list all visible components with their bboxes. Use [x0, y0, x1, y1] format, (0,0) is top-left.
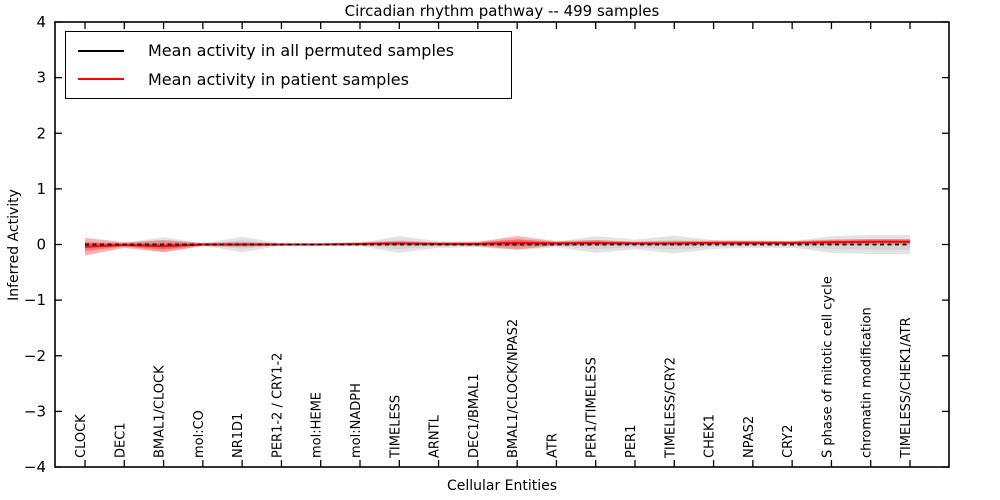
- legend: Mean activity in all permuted samples Me…: [65, 31, 512, 99]
- legend-line-permuted-icon: [78, 49, 124, 52]
- x-tick-label: PER1: [624, 425, 639, 458]
- legend-label-patient: Mean activity in patient samples: [148, 69, 409, 89]
- x-tick-label: PER1-2 / CRY1-2: [270, 353, 285, 458]
- y-tick-label: 0: [36, 236, 46, 254]
- x-tick-label: NR1D1: [231, 413, 246, 458]
- x-tick-label: BMAL1/CLOCK/NPAS2: [506, 319, 521, 458]
- y-tick-label: 1: [36, 180, 46, 198]
- legend-line-patient-icon: [78, 78, 124, 81]
- x-tick-label: mol:CO: [192, 410, 207, 458]
- x-tick-label: CRY2: [781, 425, 796, 459]
- x-tick-label: TIMELESS/CRY2: [663, 357, 678, 459]
- y-tick-label: −1: [24, 291, 46, 309]
- y-tick-label: −3: [24, 402, 46, 420]
- x-tick-label: CLOCK: [74, 414, 89, 458]
- y-tick-label: −4: [24, 458, 46, 476]
- y-tick-label: −2: [24, 347, 46, 365]
- x-tick-label: BMAL1/CLOCK: [153, 365, 168, 458]
- chart-title: Circadian rhythm pathway -- 499 samples: [344, 2, 660, 20]
- y-tick-label: 3: [36, 69, 46, 87]
- x-tick-label: TIMELESS: [388, 395, 403, 459]
- x-tick-label: CHEK1: [703, 414, 718, 458]
- x-tick-label: chromatin modification: [860, 307, 875, 458]
- x-axis-label: Cellular Entities: [446, 478, 558, 494]
- x-tick-label: ATR: [545, 433, 560, 458]
- x-tick-label: S phase of mitotic cell cycle: [820, 276, 835, 458]
- patient-band-outer: [85, 236, 910, 256]
- y-tick-label: 4: [36, 13, 46, 31]
- legend-label-permuted: Mean activity in all permuted samples: [148, 41, 455, 61]
- x-tick-label: mol:NADPH: [349, 383, 364, 458]
- y-tick-label: 2: [36, 124, 46, 142]
- x-tick-label: PER1/TIMELESS: [585, 357, 600, 458]
- x-tick-label: DEC1/BMAL1: [467, 373, 482, 458]
- x-tick-label: ARNTL: [428, 414, 443, 458]
- legend-entry-patient: Mean activity in patient samples: [66, 70, 511, 89]
- legend-entry-permuted: Mean activity in all permuted samples: [66, 41, 511, 60]
- x-tick-label: TIMELESS/CHEK1/ATR: [899, 317, 914, 459]
- x-tick-label: DEC1: [113, 422, 128, 458]
- x-tick-label: mol:HEME: [310, 392, 325, 458]
- x-tick-label: NPAS2: [742, 416, 757, 458]
